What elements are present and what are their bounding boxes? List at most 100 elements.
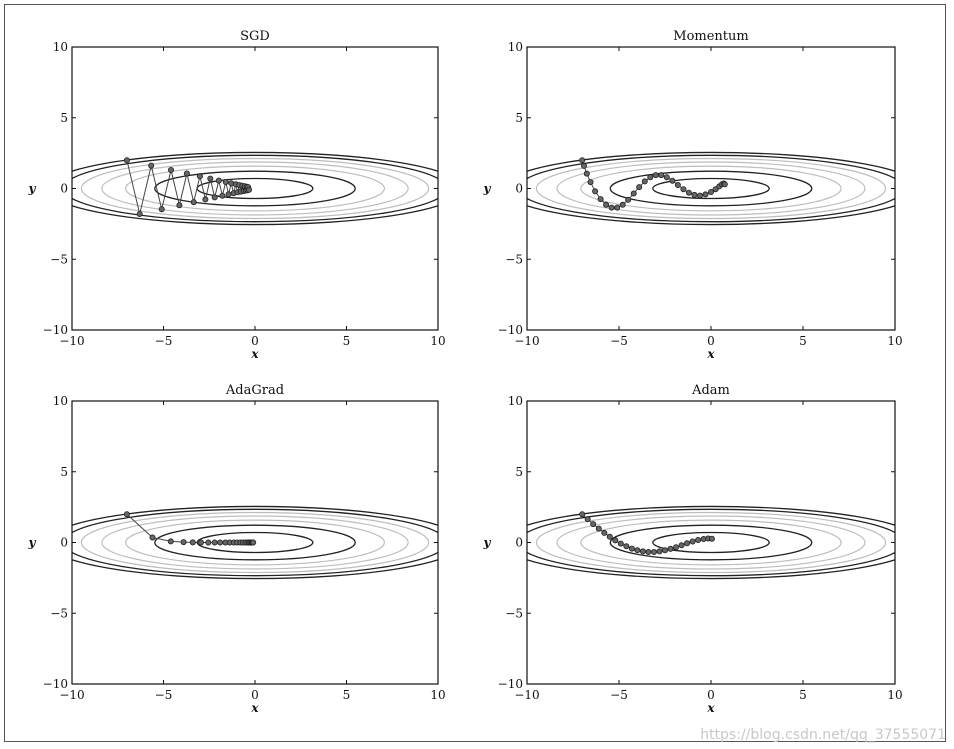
- path-point: [167, 538, 174, 545]
- x-tick-label: 10: [887, 334, 902, 348]
- y-tick-label: −5: [50, 606, 68, 620]
- path-point: [167, 166, 174, 173]
- y-tick-label: 10: [53, 394, 68, 408]
- y-axis-label: y: [28, 536, 37, 550]
- y-tick-label: 0: [60, 182, 68, 196]
- path-point: [652, 172, 659, 179]
- path-point: [579, 157, 586, 164]
- y-tick-label: 10: [53, 40, 68, 54]
- y-tick-label: −10: [43, 677, 68, 691]
- x-tick-label: −5: [155, 688, 173, 702]
- path-point: [662, 547, 669, 554]
- optimizer-path-line: [581, 160, 726, 209]
- y-tick-label: 5: [515, 111, 523, 125]
- path-point: [603, 201, 610, 208]
- path-point: [581, 162, 588, 169]
- x-axis-label: x: [250, 701, 259, 715]
- path-point: [680, 186, 687, 193]
- contour-level-6.5: [527, 505, 895, 580]
- path-point: [180, 539, 187, 546]
- x-tick-label: 5: [799, 688, 807, 702]
- chart-title: SGD: [240, 29, 270, 44]
- path-point: [583, 170, 590, 177]
- contour-level-2.5: [580, 519, 842, 566]
- path-point: [669, 177, 676, 184]
- contour-level-3.5: [101, 515, 409, 570]
- y-tick-label: 0: [515, 182, 523, 196]
- path-point: [617, 540, 624, 547]
- path-point: [608, 204, 615, 211]
- figure-frame: [4, 4, 946, 742]
- path-point: [176, 202, 183, 209]
- x-tick-label: 10: [430, 688, 445, 702]
- path-point: [197, 539, 204, 546]
- y-tick-label: 0: [60, 536, 68, 550]
- path-point: [647, 174, 654, 181]
- path-point: [721, 181, 728, 188]
- path-point: [663, 174, 670, 181]
- contour-level-2.5: [580, 165, 842, 212]
- path-point: [211, 194, 218, 201]
- contour-level-3.5: [556, 515, 866, 570]
- y-axis-label: y: [483, 182, 492, 196]
- contour-level-3.5: [556, 161, 866, 216]
- watermark-text: https://blog.csdn.net/qq_37555071: [700, 727, 946, 743]
- contour-level-2.5: [124, 519, 386, 566]
- path-point: [641, 178, 648, 185]
- path-point: [205, 539, 212, 546]
- path-point: [225, 191, 232, 198]
- path-point: [217, 539, 224, 546]
- path-point: [222, 178, 229, 185]
- contour-level-3.5: [101, 161, 409, 216]
- x-tick-label: −10: [514, 334, 539, 348]
- chart-title: AdaGrad: [225, 383, 284, 398]
- path-point: [158, 206, 165, 213]
- plot-frame: [526, 400, 896, 685]
- chart-title: Adam: [691, 383, 730, 398]
- x-tick-label: 0: [707, 688, 715, 702]
- y-tick-label: 5: [60, 465, 68, 479]
- path-point: [587, 179, 594, 186]
- contour-level-5.5: [527, 508, 895, 577]
- path-point: [123, 511, 130, 518]
- path-point: [148, 162, 155, 169]
- x-tick-label: −5: [155, 334, 173, 348]
- path-point: [136, 210, 143, 217]
- contour-level-2.5: [124, 165, 386, 212]
- path-point: [595, 525, 602, 532]
- path-point: [639, 548, 646, 555]
- path-point: [202, 196, 209, 203]
- path-point: [207, 175, 214, 182]
- path-point: [590, 521, 597, 528]
- path-point: [689, 538, 696, 545]
- x-tick-label: −5: [610, 688, 628, 702]
- x-axis-label: x: [250, 347, 259, 361]
- contour-level-0.5: [652, 531, 770, 554]
- path-point: [123, 157, 130, 164]
- contour-level-0.5: [652, 177, 770, 200]
- chart-panel-sgd: −10 −5 0 5 10 −10 −5 0 5 10 SGD x y: [28, 29, 446, 361]
- path-point: [625, 196, 632, 203]
- path-point: [219, 192, 226, 199]
- path-point: [614, 204, 621, 211]
- path-point: [584, 516, 591, 523]
- path-point: [245, 186, 252, 193]
- y-axis-label: y: [483, 536, 492, 550]
- path-point: [183, 170, 190, 177]
- chart-panel-adam: −10 −5 0 5 10 −10 −5 0 5 10 Adam x y: [483, 383, 903, 715]
- path-point: [628, 545, 635, 552]
- path-point: [211, 539, 218, 546]
- y-tick-label: 5: [515, 465, 523, 479]
- path-point: [651, 549, 658, 556]
- path-point: [685, 189, 692, 196]
- x-tick-label: −10: [514, 688, 539, 702]
- path-point: [658, 172, 665, 179]
- x-tick-label: −10: [59, 334, 84, 348]
- x-tick-label: 10: [430, 334, 445, 348]
- path-point: [708, 188, 715, 195]
- y-tick-label: −5: [505, 252, 523, 266]
- contour-level-1.5: [154, 170, 356, 207]
- contour-lines: [527, 505, 895, 580]
- path-point: [708, 535, 715, 542]
